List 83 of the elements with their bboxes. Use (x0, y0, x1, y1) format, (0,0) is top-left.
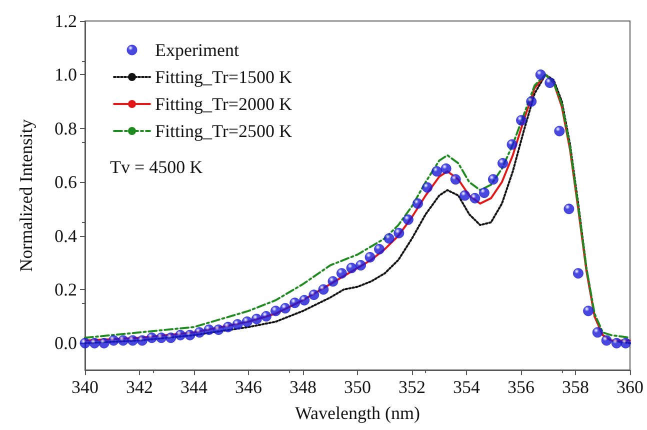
point (488, 174, 498, 185)
point (384, 233, 394, 244)
point (232, 319, 243, 330)
point (432, 166, 442, 177)
legend-label: Fitting_Tr=2000 K (155, 94, 292, 114)
x-tick-label: 358 (562, 377, 589, 397)
x-tick-label: 350 (344, 377, 371, 397)
point (592, 327, 603, 338)
point (506, 139, 518, 150)
point (572, 268, 584, 279)
point (402, 214, 414, 225)
point (535, 69, 546, 80)
point (184, 330, 196, 340)
legend-label: Fitting_Tr=2500 K (155, 121, 292, 141)
point (118, 335, 128, 346)
legend-label: Experiment (155, 40, 239, 60)
point (346, 262, 357, 274)
point (394, 228, 404, 238)
y-tick-label: 0.6 (54, 172, 77, 192)
point (554, 126, 565, 136)
point (204, 324, 214, 335)
x-tick-label: 342 (126, 377, 153, 397)
x-axis-title: Wavelength (nm) (294, 403, 420, 423)
point (374, 244, 385, 254)
point (544, 78, 556, 88)
point (108, 335, 119, 346)
point (526, 96, 537, 107)
point (175, 330, 186, 340)
point (251, 314, 262, 324)
point (270, 306, 281, 316)
point (478, 188, 490, 198)
x-tick-label: 346 (235, 377, 262, 397)
point (299, 294, 310, 306)
point (422, 182, 433, 193)
x-tick-label: 354 (453, 377, 480, 397)
y-tick-label: 0.0 (54, 333, 77, 354)
y-tick-label: 1.2 (54, 11, 77, 31)
point (89, 338, 100, 348)
point (98, 338, 110, 348)
point (260, 311, 272, 322)
point (498, 158, 508, 169)
y-tick-label: 0.4 (54, 226, 77, 246)
y-axis-title: Normalized Intensity (16, 119, 36, 272)
point (620, 338, 631, 348)
point (222, 322, 234, 332)
y-tick-label: 0.8 (54, 118, 77, 138)
point (611, 338, 622, 348)
point (450, 174, 461, 185)
x-tick-label: 352 (398, 377, 426, 397)
point (516, 115, 527, 126)
x-tick-label: 356 (508, 377, 534, 397)
point (412, 198, 423, 209)
x-tick-label: 340 (72, 377, 98, 397)
point (364, 252, 376, 262)
point (336, 268, 347, 279)
point (127, 335, 138, 346)
point (328, 276, 338, 287)
point (308, 290, 320, 300)
point (80, 338, 90, 348)
x-tick-label: 348 (290, 377, 316, 397)
y-tick-label: 1.0 (54, 64, 77, 85)
point (564, 204, 574, 214)
legend-label: Fitting_Tr=1500 K (155, 67, 292, 87)
point (290, 298, 300, 308)
point (601, 335, 612, 346)
point (440, 163, 452, 174)
point (136, 335, 148, 346)
point (242, 316, 252, 327)
y-tick-label: 0.2 (54, 279, 77, 300)
x-tick-label: 344 (180, 377, 208, 397)
point (213, 324, 224, 335)
annotation: Tv = 4500 K (110, 157, 203, 177)
point (583, 306, 594, 316)
point (156, 332, 167, 344)
point (166, 332, 176, 344)
point (318, 284, 329, 295)
x-tick-label: 360 (616, 377, 644, 397)
point (356, 260, 366, 271)
point (146, 332, 158, 344)
point (470, 192, 480, 204)
point (460, 190, 470, 201)
point (280, 303, 291, 314)
point (194, 327, 205, 338)
